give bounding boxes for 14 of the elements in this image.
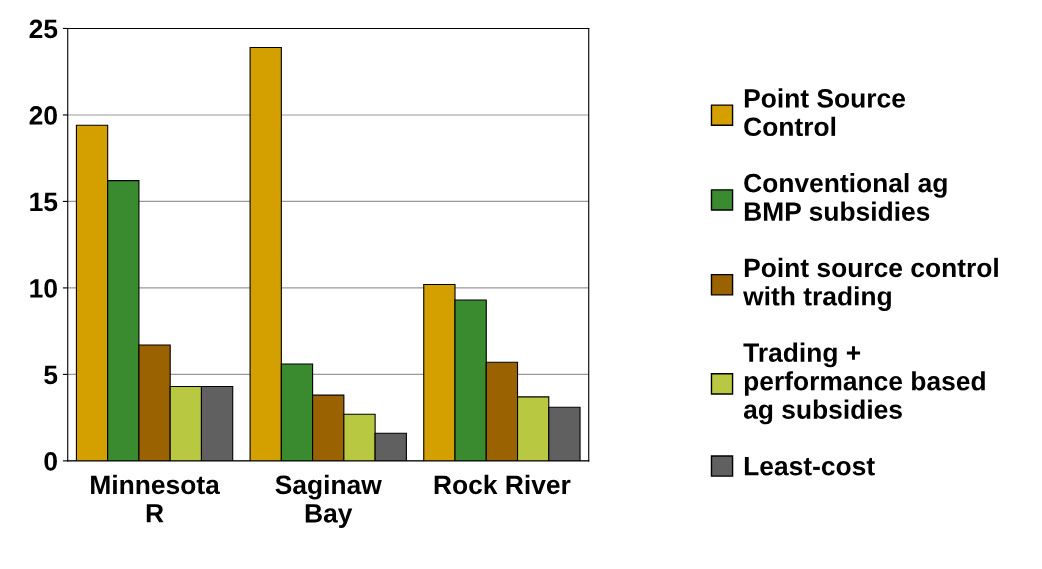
y-tick-label: 10 bbox=[30, 279, 57, 298]
legend-label: Point source control with trading bbox=[743, 257, 998, 311]
y-tick-label: 0 bbox=[44, 452, 57, 471]
legend-label: Least-cost bbox=[744, 457, 875, 476]
y-tick-label: 25 bbox=[29, 19, 58, 39]
x-tick-label: Minnesota R bbox=[91, 474, 220, 523]
y-tick-label: 5 bbox=[44, 365, 58, 385]
legend-label: Point Source Control bbox=[744, 88, 905, 137]
x-tick-label: Rock River bbox=[434, 474, 571, 495]
y-tick-label: 15 bbox=[30, 192, 58, 212]
legend-label: Trading + performance based ag subsidies bbox=[743, 342, 985, 425]
legend-label: Conventional ag BMP subsidies bbox=[744, 173, 947, 221]
y-tick-label: 20 bbox=[29, 106, 57, 125]
x-tick-label: Saginaw Bay bbox=[275, 474, 382, 528]
